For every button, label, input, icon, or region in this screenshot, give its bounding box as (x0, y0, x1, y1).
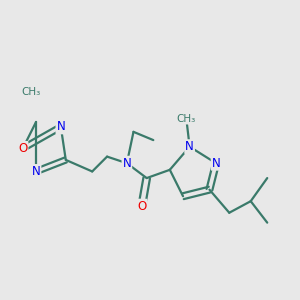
Text: N: N (185, 140, 194, 153)
Text: CH₃: CH₃ (177, 114, 196, 124)
Text: N: N (212, 157, 220, 170)
Text: O: O (137, 200, 146, 213)
Text: O: O (18, 142, 28, 155)
Text: N: N (56, 120, 65, 134)
Text: CH₃: CH₃ (22, 87, 41, 97)
Text: N: N (32, 165, 40, 178)
Text: N: N (122, 157, 131, 170)
